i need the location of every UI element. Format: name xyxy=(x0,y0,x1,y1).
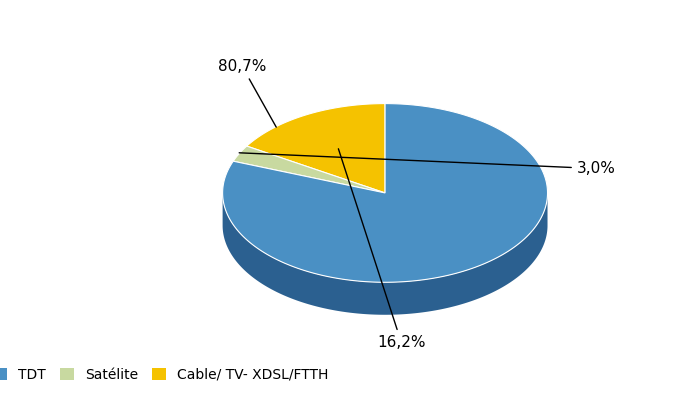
Polygon shape xyxy=(223,193,548,315)
Polygon shape xyxy=(233,146,385,193)
Polygon shape xyxy=(247,104,385,193)
Polygon shape xyxy=(223,104,548,282)
Legend: TDT, Satélite, Cable/ TV- XDSL/FTTH: TDT, Satélite, Cable/ TV- XDSL/FTTH xyxy=(0,368,328,382)
Text: 3,0%: 3,0% xyxy=(239,153,616,176)
Text: 80,7%: 80,7% xyxy=(218,59,276,127)
Text: 16,2%: 16,2% xyxy=(339,149,425,350)
